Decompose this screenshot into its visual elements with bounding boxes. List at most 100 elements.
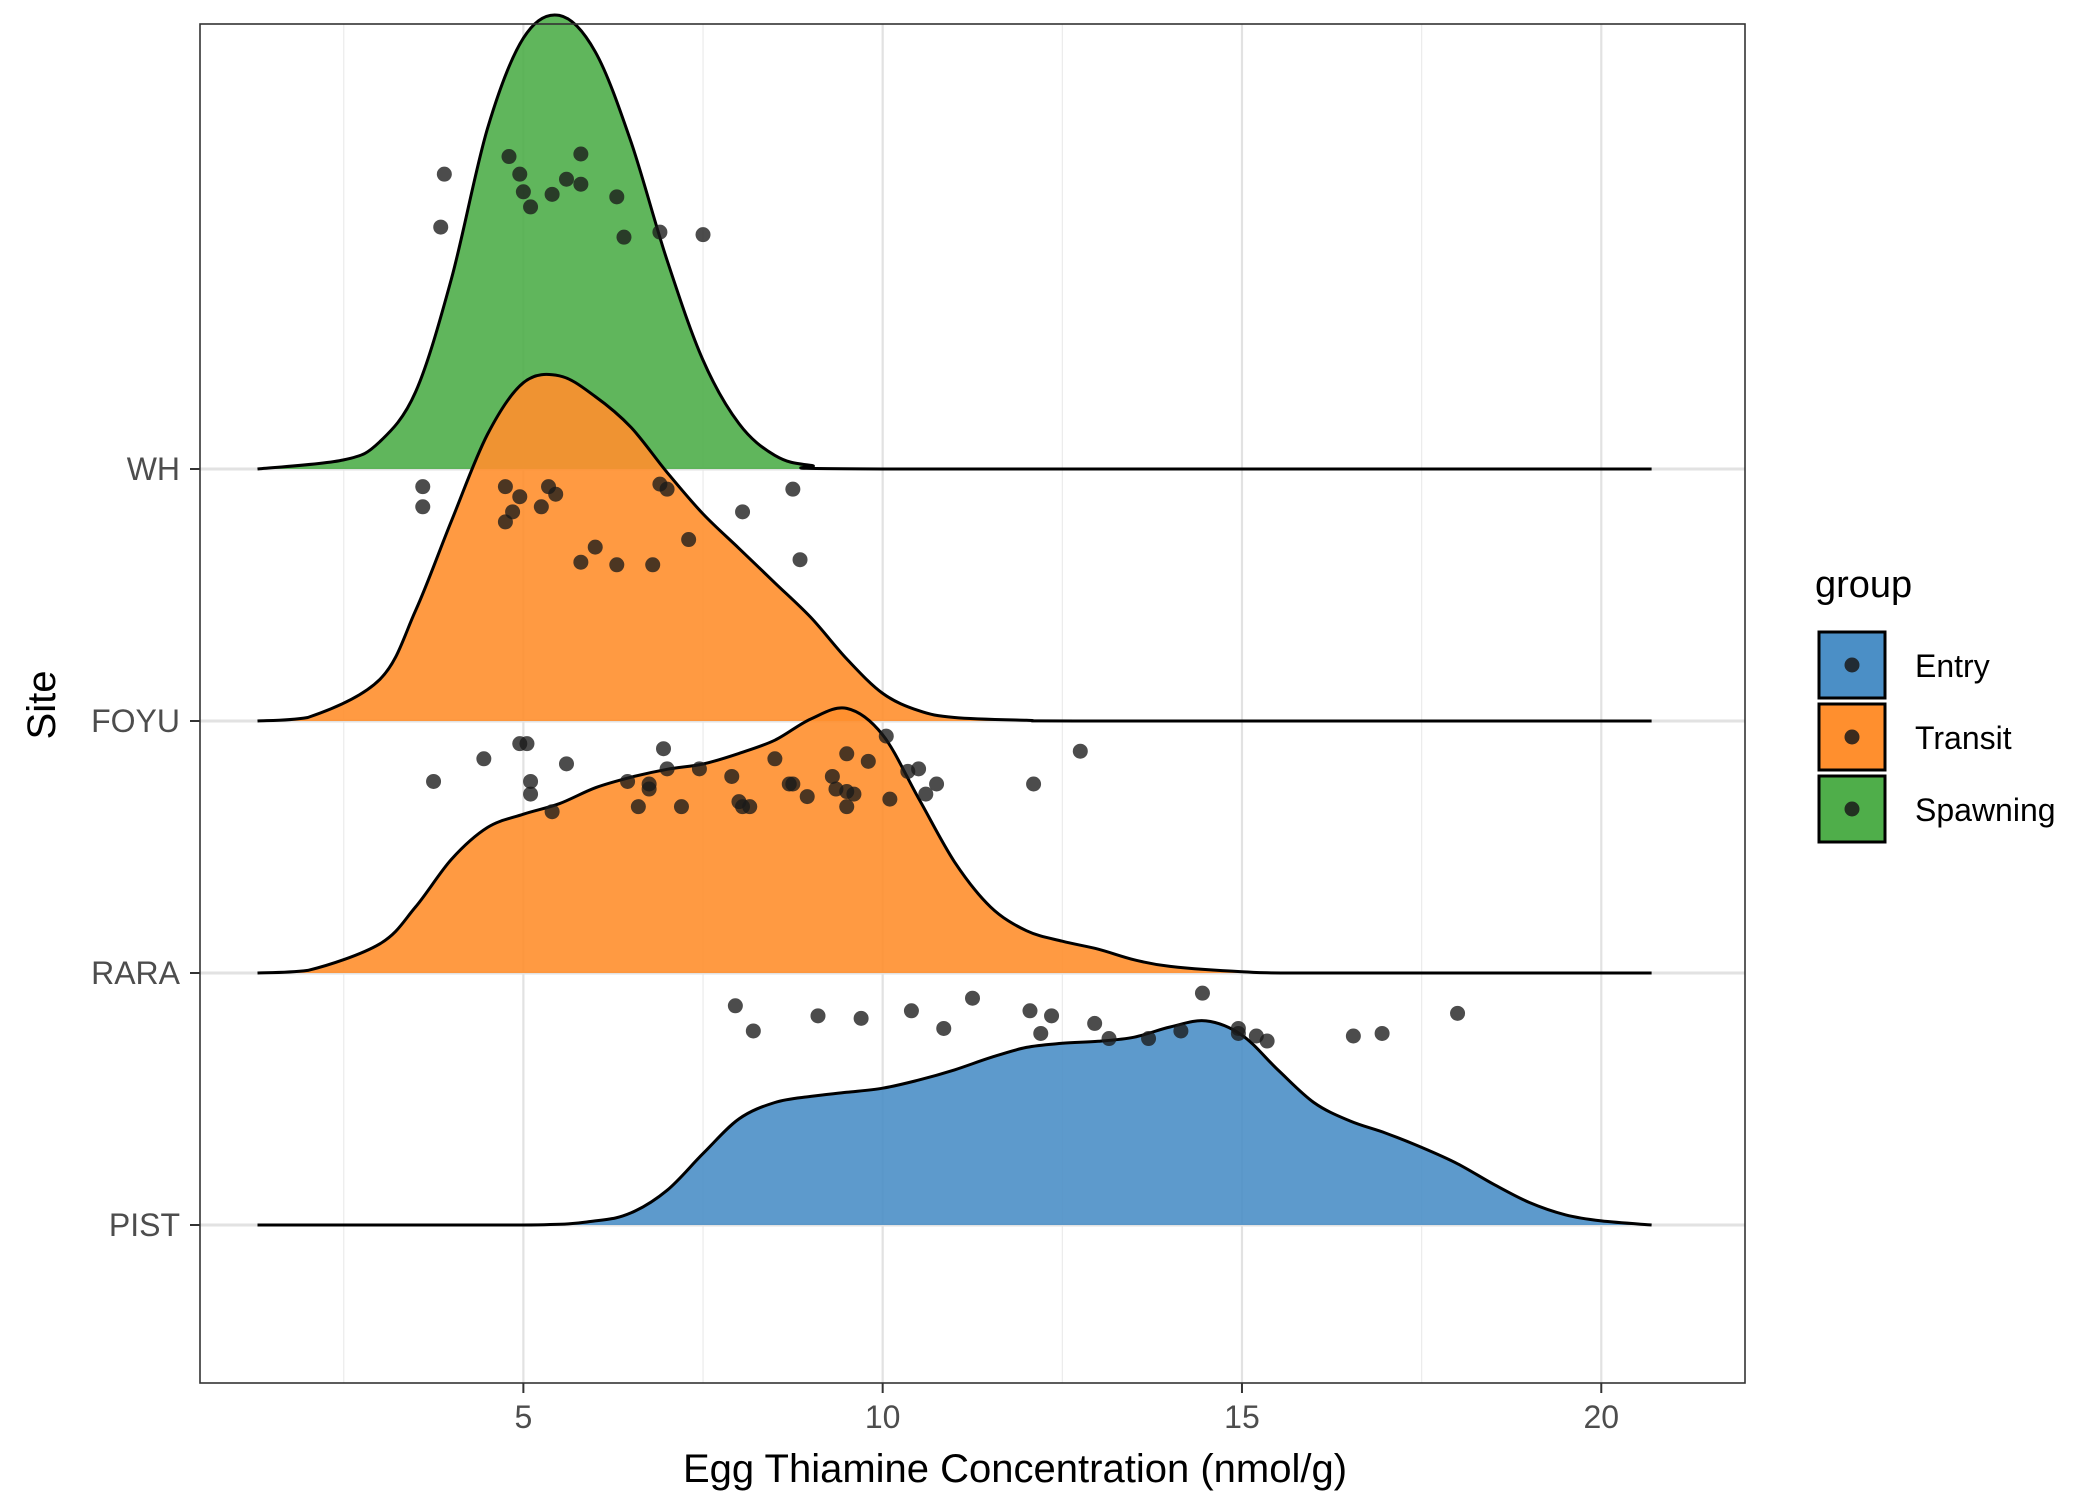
data-point-pist bbox=[523, 773, 539, 789]
data-point-rara bbox=[497, 514, 513, 530]
data-point-pist bbox=[1230, 1025, 1246, 1041]
data-point-pist bbox=[558, 756, 574, 772]
data-point-pist bbox=[742, 799, 758, 815]
legend-item-label: Entry bbox=[1915, 648, 1990, 684]
legend-item-transit: Transit bbox=[1817, 702, 2012, 772]
data-point-pist bbox=[1087, 1015, 1103, 1031]
data-point-pist bbox=[1450, 1005, 1466, 1021]
panel-border bbox=[199, 23, 1746, 1384]
data-point-foyu bbox=[512, 166, 528, 182]
data-point-pist bbox=[1026, 776, 1042, 792]
data-point-rara bbox=[645, 557, 661, 573]
data-point-pist bbox=[691, 761, 707, 777]
ridge-outline-pist bbox=[257, 1019, 1652, 1227]
data-point-rara bbox=[533, 499, 549, 515]
data-point-pist bbox=[824, 768, 840, 784]
data-point-pist bbox=[1141, 1031, 1157, 1047]
data-point-foyu bbox=[436, 166, 452, 182]
point-layer bbox=[415, 146, 1466, 1049]
data-point-pist bbox=[785, 776, 801, 792]
ridge-outline-rara bbox=[257, 706, 1652, 975]
data-point-rara bbox=[792, 552, 808, 568]
data-point-rara bbox=[415, 479, 431, 495]
data-point-foyu bbox=[523, 199, 539, 215]
data-point-rara bbox=[548, 486, 564, 502]
ridge-layer bbox=[257, 13, 1652, 1227]
data-point-foyu bbox=[501, 149, 517, 165]
data-point-pist bbox=[1044, 1008, 1060, 1024]
data-point-pist bbox=[846, 786, 862, 802]
data-point-pist bbox=[1259, 1033, 1275, 1049]
data-point-pist bbox=[1173, 1023, 1189, 1039]
data-point-pist bbox=[936, 1020, 952, 1036]
axis-layer: 5 10 15 20 PIST RARA FOYU WH bbox=[91, 451, 1619, 1435]
data-point-pist bbox=[799, 789, 815, 805]
legend-title: group bbox=[1815, 564, 1912, 606]
ridge-outline-foyu bbox=[257, 372, 1652, 723]
data-point-rara bbox=[735, 504, 751, 520]
legend-key-point bbox=[1844, 657, 1860, 673]
data-point-pist bbox=[641, 781, 657, 797]
data-point-pist bbox=[1033, 1025, 1049, 1041]
data-point-pist bbox=[918, 786, 934, 802]
data-point-rara bbox=[415, 499, 431, 515]
data-point-pist bbox=[745, 1023, 761, 1039]
legend-key bbox=[1817, 630, 1887, 700]
data-point-pist bbox=[911, 761, 927, 777]
data-point-rara bbox=[659, 481, 675, 497]
legend-key-point bbox=[1844, 801, 1860, 817]
ridge-fill-rara bbox=[257, 707, 1652, 973]
data-point-pist bbox=[882, 791, 898, 807]
data-point-pist bbox=[929, 776, 945, 792]
data-point-rara bbox=[609, 557, 625, 573]
data-point-pist bbox=[965, 990, 980, 1006]
data-point-pist bbox=[519, 736, 535, 752]
data-point-pist bbox=[810, 1008, 826, 1024]
data-point-pist bbox=[724, 768, 740, 784]
data-point-pist bbox=[476, 751, 492, 767]
data-point-pist bbox=[659, 761, 675, 777]
data-point-foyu bbox=[433, 219, 449, 235]
data-point-pist bbox=[860, 753, 876, 769]
data-point-rara bbox=[497, 479, 513, 495]
data-point-pist bbox=[767, 751, 783, 767]
data-point-foyu bbox=[573, 176, 589, 192]
data-point-pist bbox=[727, 998, 743, 1014]
legend-items: Entry Transit Spawning bbox=[1817, 630, 2056, 844]
data-point-pist bbox=[853, 1010, 869, 1026]
ridge-outline-wh bbox=[257, 13, 1652, 471]
data-point-foyu bbox=[695, 227, 711, 243]
data-point-pist bbox=[1072, 743, 1088, 759]
legend-item-entry: Entry bbox=[1817, 630, 1990, 700]
data-point-pist bbox=[620, 773, 636, 789]
data-point-pist bbox=[673, 799, 689, 815]
data-point-foyu bbox=[515, 184, 531, 200]
y-tick-label: PIST bbox=[109, 1207, 180, 1243]
legend-item-label: Spawning bbox=[1915, 792, 2056, 828]
data-point-pist bbox=[656, 741, 671, 757]
ridge-fill-pist bbox=[257, 1020, 1652, 1225]
data-point-rara bbox=[785, 481, 801, 497]
data-point-pist bbox=[839, 746, 855, 762]
data-point-foyu bbox=[609, 189, 625, 205]
data-point-pist bbox=[544, 804, 560, 820]
data-point-pist bbox=[1022, 1003, 1038, 1019]
y-tick-label: FOYU bbox=[91, 703, 180, 739]
legend-key-point bbox=[1844, 729, 1860, 745]
data-point-pist bbox=[839, 799, 855, 815]
data-point-pist bbox=[630, 799, 646, 815]
data-point-foyu bbox=[558, 171, 574, 187]
y-tick-label: RARA bbox=[91, 955, 181, 991]
data-point-foyu bbox=[573, 146, 589, 162]
data-point-rara bbox=[512, 489, 528, 505]
data-point-foyu bbox=[652, 224, 668, 240]
x-tick-label: 5 bbox=[514, 1399, 532, 1435]
data-point-pist bbox=[878, 728, 894, 744]
data-point-pist bbox=[1374, 1025, 1390, 1041]
x-tick-label: 10 bbox=[865, 1399, 901, 1435]
data-point-rara bbox=[681, 532, 697, 548]
x-axis-title: Egg Thiamine Concentration (nmol/g) bbox=[683, 1447, 1347, 1491]
